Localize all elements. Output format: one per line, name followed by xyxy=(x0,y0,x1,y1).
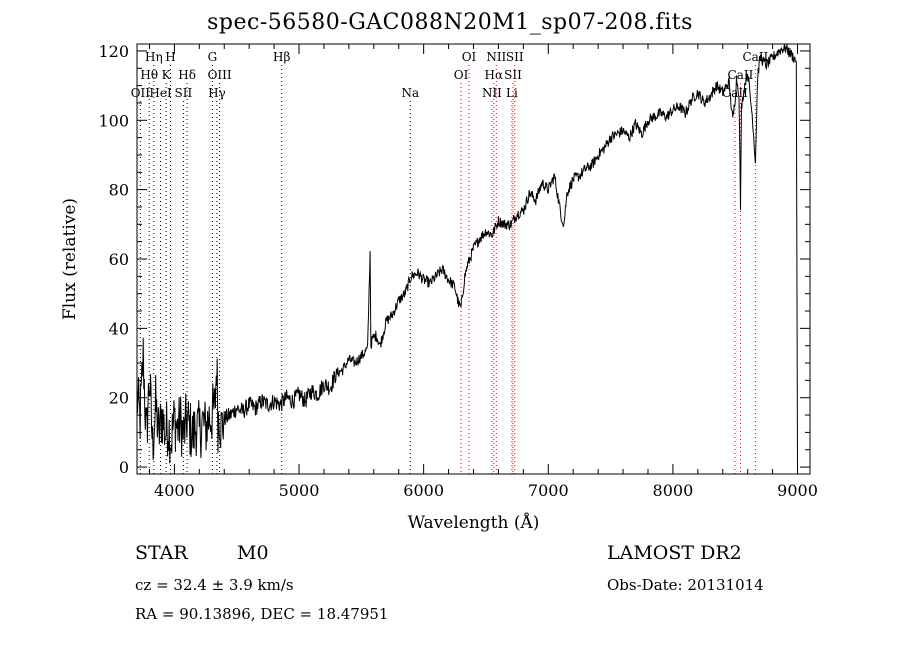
line-label-oi-6364: OI xyxy=(462,50,477,64)
spectral-line-labels: OII Hθ Hη HeI KH SII Hδ G Hγ OIII Hβ Na OI OI NII Hα NII… xyxy=(131,50,769,100)
y-axis-label: Flux (relative) xyxy=(60,198,80,320)
x-tick-label: 4000 xyxy=(154,481,195,500)
line-label-h-gamma: Hγ xyxy=(208,86,226,100)
line-label-ca-k: K xyxy=(162,68,172,82)
x-tick-label: 5000 xyxy=(279,481,320,500)
flux-series-line xyxy=(136,43,798,468)
y-tick-label: 120 xyxy=(98,42,129,61)
line-label-oiii-4363: OIII xyxy=(208,68,232,82)
axis-ticks: 4000 5000 6000 7000 8000 9000 0 20 40 60 80 100 120 xyxy=(98,42,817,500)
line-label-nii-6548: NII xyxy=(482,86,502,100)
y-tick-label: 60 xyxy=(109,250,129,269)
plot-frame xyxy=(136,43,811,475)
line-label-sii-6717: SII xyxy=(504,68,522,82)
line-label-sii-6731: SII xyxy=(506,50,524,64)
spectral-line-markers xyxy=(139,65,756,474)
line-label-oii: OII xyxy=(131,86,151,100)
x-axis-label: Wavelength (Å) xyxy=(408,512,540,533)
line-label-g-band: G xyxy=(208,50,218,64)
line-label-h-beta: Hβ xyxy=(273,50,290,64)
x-tick-label: 9000 xyxy=(777,481,818,500)
y-tick-label: 100 xyxy=(98,111,129,130)
object-subclass: M0 xyxy=(237,542,269,564)
coordinates: RA = 90.13896, DEC = 18.47951 xyxy=(135,605,389,623)
y-tick-label: 20 xyxy=(109,389,129,408)
redshift-value: cz = 32.4 ± 3.9 km/s xyxy=(135,576,294,594)
object-class: STAR xyxy=(135,542,188,564)
line-label-h-theta: Hθ xyxy=(140,68,158,82)
chart-title: spec-56580-GAC088N20M1_sp07-208.fits xyxy=(207,10,693,35)
line-label-li: Li xyxy=(506,86,518,100)
obs-date: Obs-Date: 20131014 xyxy=(607,576,764,594)
line-label-h-alpha: Hα xyxy=(485,68,504,82)
line-label-caii-8498: CaII xyxy=(722,86,748,100)
survey-name: LAMOST DR2 xyxy=(607,542,742,564)
line-label-na: Na xyxy=(401,86,419,100)
x-tick-label: 6000 xyxy=(403,481,444,500)
line-label-h-delta: Hδ xyxy=(178,68,196,82)
line-label-nii-6583: NII xyxy=(486,50,506,64)
y-tick-label: 40 xyxy=(109,319,129,338)
line-label-hei: HeI xyxy=(149,86,172,100)
line-label-sii-4072: SII xyxy=(175,86,193,100)
line-label-oi-6300: OI xyxy=(454,68,469,82)
x-tick-label: 8000 xyxy=(653,481,694,500)
x-tick-label: 7000 xyxy=(528,481,569,500)
y-tick-label: 0 xyxy=(119,458,129,477)
y-tick-label: 80 xyxy=(109,181,129,200)
line-label-ca-h: H xyxy=(165,50,175,64)
line-label-h-eta: Hη xyxy=(145,50,163,64)
line-label-caii-8542: CaII xyxy=(728,68,754,82)
